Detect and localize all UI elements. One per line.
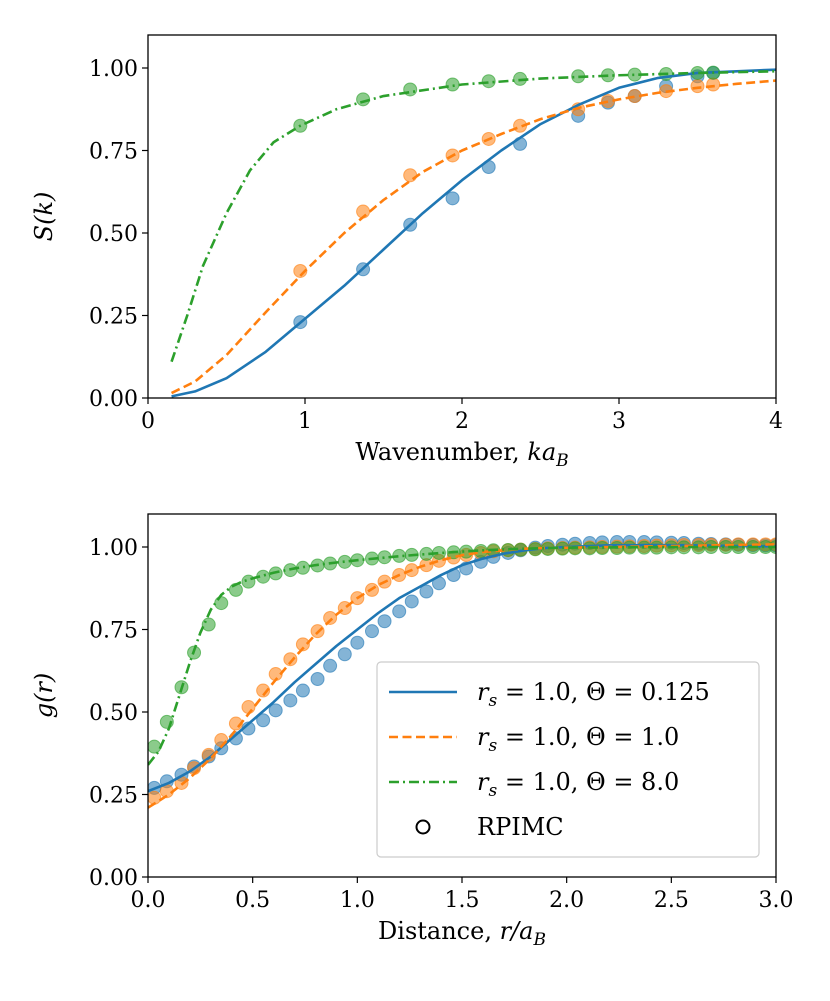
data-point bbox=[323, 658, 338, 673]
series-line bbox=[148, 543, 776, 793]
data-point bbox=[392, 604, 407, 619]
series-line bbox=[170, 79, 776, 395]
plot-area bbox=[170, 65, 776, 398]
y-tick-label: 1.00 bbox=[89, 536, 138, 561]
legend: rs = 1.0, Θ = 0.125 rs = 1.0, Θ = 1.0 rs =… bbox=[376, 661, 760, 858]
x-tick-label: 2.5 bbox=[654, 888, 689, 913]
x-tick-label: 4 bbox=[769, 409, 783, 434]
legend-label: rs = 1.0, Θ = 8.0 bbox=[477, 768, 679, 801]
data-point bbox=[256, 713, 271, 728]
data-point bbox=[690, 79, 705, 94]
data-point bbox=[148, 739, 162, 754]
legend-label: rs = 1.0, Θ = 1.0 bbox=[477, 723, 679, 756]
data-point bbox=[404, 594, 419, 609]
data-point bbox=[350, 635, 365, 650]
data-point bbox=[481, 74, 496, 89]
series-line bbox=[148, 543, 776, 809]
data-point bbox=[403, 168, 418, 183]
series-line bbox=[171, 68, 776, 398]
x-tick-label: 2.0 bbox=[549, 888, 584, 913]
x-tick-label: 0.5 bbox=[235, 888, 270, 913]
y-axis-label: S(k) bbox=[30, 192, 58, 242]
x-tick-label: 2 bbox=[455, 409, 469, 434]
x-tick-label: 3.0 bbox=[759, 888, 794, 913]
x-tick-label: 1.0 bbox=[340, 888, 375, 913]
data-point bbox=[214, 596, 229, 611]
data-point bbox=[445, 191, 460, 206]
legend-marker bbox=[415, 819, 431, 835]
series-line bbox=[148, 545, 776, 766]
y-tick-label: 1.00 bbox=[89, 57, 138, 82]
x-tick-label: 1.5 bbox=[445, 888, 480, 913]
y-tick-label: 0.00 bbox=[89, 387, 138, 412]
data-point bbox=[310, 672, 325, 686]
y-tick-label: 0.75 bbox=[89, 619, 138, 644]
y-axis-label: g(r) bbox=[30, 673, 58, 719]
x-tick-label: 1 bbox=[298, 409, 312, 434]
y-tick-label: 0.25 bbox=[89, 784, 138, 809]
legend-label: RPIMC bbox=[477, 813, 564, 841]
data-point bbox=[377, 614, 392, 629]
data-point bbox=[283, 693, 298, 708]
data-point bbox=[283, 652, 298, 667]
x-tick-label: 0.0 bbox=[131, 888, 166, 913]
data-point bbox=[445, 77, 460, 92]
legend-box bbox=[376, 661, 760, 858]
x-axis-label: Distance, r/aB bbox=[378, 917, 546, 950]
y-tick-label: 0.25 bbox=[89, 305, 138, 330]
data-point bbox=[364, 624, 379, 639]
plot-area bbox=[148, 535, 776, 809]
data-point bbox=[706, 77, 721, 92]
data-point bbox=[323, 610, 338, 625]
data-point bbox=[419, 584, 434, 599]
x-tick-label: 0 bbox=[141, 409, 155, 434]
x-axis-label: Wavenumber, kaB bbox=[355, 438, 568, 471]
y-tick-label: 0.75 bbox=[89, 140, 138, 165]
data-point bbox=[337, 647, 352, 662]
series-line bbox=[170, 70, 776, 363]
y-tick-label: 0.50 bbox=[89, 222, 138, 247]
legend-label: rs = 1.0, Θ = 0.125 bbox=[477, 678, 710, 711]
y-tick-label: 0.00 bbox=[89, 866, 138, 891]
data-point bbox=[295, 637, 310, 652]
data-point bbox=[241, 700, 256, 715]
y-tick-label: 0.50 bbox=[89, 701, 138, 726]
panel-structure-factor: 0 1 2 3 4 0.00 0.25 0.50 0.75 1.00 Wavenumber, kaB… bbox=[30, 34, 783, 471]
data-point bbox=[256, 683, 271, 698]
data-point bbox=[268, 703, 283, 718]
data-point bbox=[201, 617, 216, 632]
data-point bbox=[295, 683, 310, 698]
x-tick-label: 3 bbox=[612, 409, 626, 434]
panel-pair-distribution: 0.0 0.5 1.0 1.5 2.0 2.5 3.0 0.00 0.25 0.50 0.75 1.0… bbox=[30, 513, 794, 950]
